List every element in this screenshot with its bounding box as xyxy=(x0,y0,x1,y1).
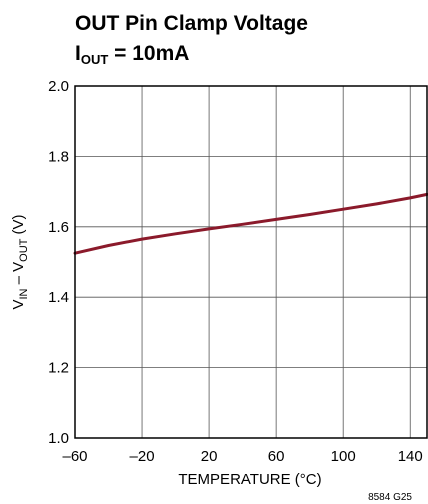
figure-code: 8584 G25 xyxy=(368,492,412,503)
x-tick-labels: –60 –20 20 60 100 140 xyxy=(62,448,422,465)
x-tick-label: 20 xyxy=(201,448,218,465)
plot-frame xyxy=(74,85,428,439)
y-tick-label: 1.0 xyxy=(48,430,69,447)
chart-title: OUT Pin Clamp Voltage xyxy=(75,12,308,35)
y-tick-label: 1.4 xyxy=(48,289,69,306)
x-tick-label: 140 xyxy=(398,448,423,465)
series-layer xyxy=(73,192,428,255)
y-tick-label: 2.0 xyxy=(48,78,69,95)
grid xyxy=(74,85,427,439)
series-line xyxy=(73,192,428,255)
x-axis-label: TEMPERATURE (°C) xyxy=(178,471,321,488)
chart-subtitle: IOUT = 10mA xyxy=(75,42,189,67)
x-tick-label: 60 xyxy=(268,448,285,465)
y-axis-label: VIN – VOUT (V) xyxy=(10,214,30,309)
y-tick-label: 1.2 xyxy=(48,360,69,377)
x-tick-label: –60 xyxy=(62,448,87,465)
y-tick-label: 1.8 xyxy=(48,148,69,165)
y-tick-labels: 1.0 1.2 1.4 1.6 1.8 2.0 xyxy=(48,78,69,447)
x-tick-label: 100 xyxy=(331,448,356,465)
x-tick-label: –20 xyxy=(130,448,155,465)
y-tick-label: 1.6 xyxy=(48,219,69,236)
